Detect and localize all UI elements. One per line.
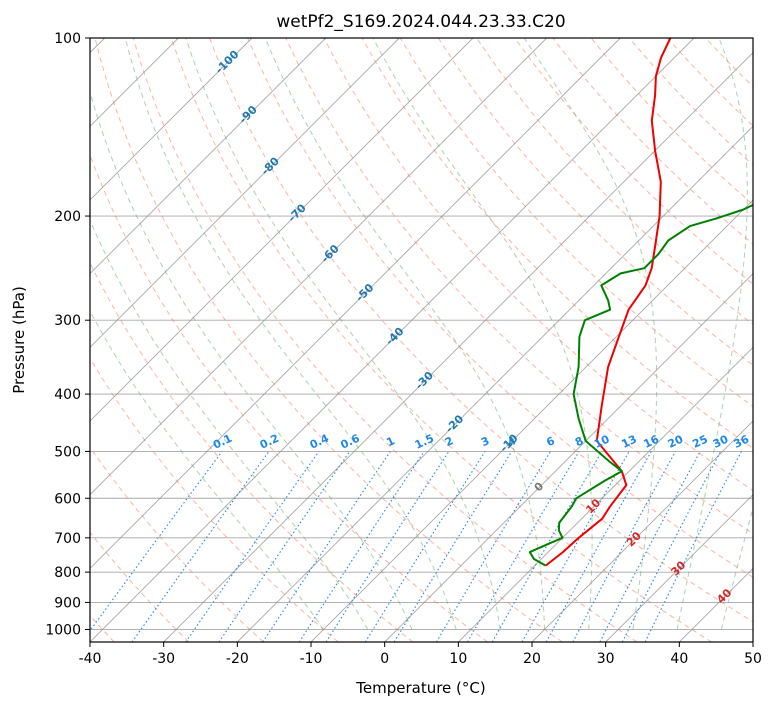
isotherm-line: [90, 38, 547, 496]
isotherm-line: [384, 273, 753, 642]
x-tick-label: 20: [523, 651, 541, 667]
moist-adiabat: [185, 38, 501, 630]
chart-title: wetPf2_S169.2024.044.23.33.C20: [276, 12, 565, 32]
y-tick-label: 400: [54, 387, 81, 403]
mixing-ratio-line: [644, 451, 742, 642]
y-axis-title: Pressure (hPa): [10, 286, 28, 394]
y-tick-label: 600: [54, 491, 81, 507]
dry-adiabat: [209, 38, 753, 623]
dry-adiabat: [170, 38, 712, 642]
moist-adiabat: [124, 38, 457, 630]
mixing-ratio-label: 30: [711, 432, 731, 450]
mixing-ratio-label: 36: [732, 432, 752, 450]
dry-adiabat: [247, 38, 753, 578]
y-tick-label: 700: [54, 531, 81, 547]
isotherm-line: [531, 420, 753, 642]
y-tick-label: 500: [54, 444, 81, 460]
mixing-ratio-line: [262, 451, 391, 642]
x-tick-label: -10: [300, 651, 323, 667]
isotherm-line: [90, 38, 253, 201]
x-tick-label: 30: [597, 651, 615, 667]
x-tick-label: 10: [449, 651, 467, 667]
dry-adiabat: [90, 531, 190, 642]
axis-ticks: -40 -30 -20 -10 0 10 20 30 40 50 100 200 300 400 500 60…: [45, 31, 762, 667]
dry-adiabat: [94, 38, 563, 642]
isotherm-line: [90, 38, 400, 348]
mixing-ratio-label: 13: [620, 433, 639, 451]
moist-adiabat: [676, 38, 748, 630]
moist-adiabat: [90, 218, 369, 630]
y-tick-label: 300: [54, 313, 81, 329]
temperature-line: [545, 38, 672, 567]
mixing-ratio-label: 16: [642, 432, 662, 450]
mixing-ratio-line: [572, 451, 676, 642]
dry-adiabat: [132, 38, 638, 642]
moist-adiabat: [90, 90, 413, 630]
x-tick-label: 40: [670, 651, 688, 667]
y-tick-label: 200: [54, 209, 81, 225]
x-tick-label: 0: [380, 651, 389, 667]
x-tick-label: 50: [744, 651, 762, 667]
y-tick-label: 900: [54, 595, 81, 611]
mixing-ratio-line: [218, 451, 351, 642]
mixing-ratio-line: [185, 451, 320, 642]
mixing-ratio-line: [393, 451, 513, 642]
isotherm-line: [90, 38, 621, 569]
mixing-ratio-label: 20: [666, 432, 686, 450]
x-tick-label: -20: [226, 651, 249, 667]
dry-adiabat: [90, 153, 488, 642]
isotherm-line: [237, 125, 753, 642]
isotherm-line: [90, 38, 695, 642]
x-tick-label: -30: [152, 651, 175, 667]
mixing-ratio-line: [131, 451, 270, 642]
dry-adiabat: [90, 446, 264, 642]
isotherm-line: [90, 38, 326, 275]
y-tick-label: 100: [54, 31, 81, 47]
mixing-ratio-label: 10: [592, 432, 612, 450]
background-lines: [90, 38, 753, 642]
isotherm-line: [310, 199, 753, 642]
profile-lines: [528, 38, 753, 567]
mixing-ratio-line: [545, 451, 652, 642]
x-axis-title: Temperature (°C): [355, 679, 485, 697]
mixing-ratio-line: [621, 451, 722, 642]
mixing-ratio-line: [298, 451, 425, 642]
x-tick-label: -40: [79, 651, 102, 667]
dry-adiabat: [514, 38, 753, 285]
dewpoint-line: [528, 203, 753, 567]
isotherm-line: [163, 52, 753, 642]
y-tick-label: 800: [54, 565, 81, 581]
mixing-ratio-label: 25: [690, 433, 709, 451]
moist-adiabat: [372, 38, 593, 630]
isotherm-line: [458, 346, 753, 642]
y-tick-label: 1000: [45, 622, 81, 638]
isotherm-line: [605, 494, 753, 642]
mixing-ratio-line: [325, 451, 450, 642]
isotherm-line: [90, 38, 474, 422]
moist-adiabat: [523, 38, 658, 630]
mixing-ratio-line: [521, 451, 630, 642]
moist-adiabat: [264, 38, 545, 630]
dry-adiabat: [90, 357, 339, 642]
plot-frame: [89, 37, 754, 643]
dry-adiabat: [399, 38, 753, 408]
mixing-ratio-line: [90, 451, 223, 632]
